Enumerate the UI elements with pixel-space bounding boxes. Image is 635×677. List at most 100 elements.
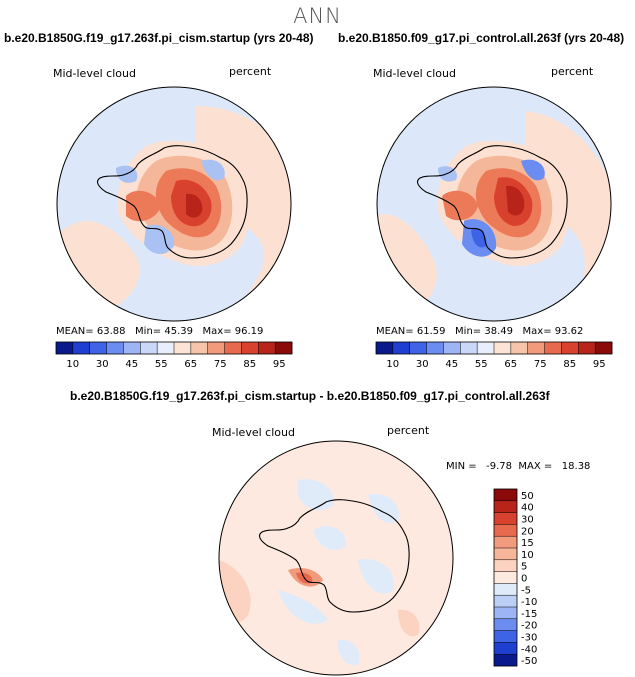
colorbar-diff-swatch (494, 559, 517, 572)
colorbar-diff-swatch (494, 618, 517, 631)
colorbar-right-swatch (409, 342, 427, 354)
panel-left-max-value: 96.19 (234, 326, 264, 337)
panel-right-max-value: 93.62 (554, 326, 584, 337)
colorbar-diff-tick-label: -40 (521, 644, 537, 655)
map-left (56, 86, 292, 322)
colorbar-left-tick-label: 30 (96, 359, 109, 370)
colorbar-diff-swatch (494, 524, 517, 537)
colorbar-left-swatch (56, 342, 74, 354)
colorbar-diff-tick-label: 15 (521, 538, 534, 549)
colorbar-diff-swatch (494, 583, 517, 596)
panel-right-variable-label: Mid-level cloud (373, 67, 456, 80)
colorbar-diff-swatch (494, 489, 517, 502)
colorbar-diff-swatch (494, 548, 517, 561)
colorbar-diff-swatch (494, 630, 517, 643)
colorbar-diff-swatch (494, 571, 517, 584)
colorbar-right-swatch (477, 342, 495, 354)
colorbar-left-swatch (174, 342, 192, 354)
panel-right-mean-label: MEAN= (376, 326, 414, 337)
colorbar-left-tick-label: 65 (184, 359, 197, 370)
colorbar-left-swatch (258, 342, 276, 354)
colorbar-left-swatch (224, 342, 242, 354)
colorbar-right-swatch (426, 342, 444, 354)
colorbar-left-swatch (123, 342, 141, 354)
colorbar-left-tick-label: 75 (214, 359, 227, 370)
map-right (376, 86, 612, 322)
colorbar-diff-swatch (494, 500, 517, 513)
colorbar-right-tick-label: 95 (593, 359, 606, 370)
colorbar-right-swatch (544, 342, 562, 354)
colorbar-right-swatch (527, 342, 545, 354)
colorbar-diff-tick-label: -30 (521, 633, 537, 644)
colorbar-right-swatch (561, 342, 579, 354)
colorbar-diff-tick-label: -10 (521, 597, 537, 608)
colorbar-left-swatch (207, 342, 225, 354)
colorbar-right-swatch (578, 342, 596, 354)
panel-right-min-value: 38.49 (484, 326, 513, 337)
colorbar-diff-tick-label: 40 (521, 503, 534, 514)
colorbar-right-swatch (494, 342, 512, 354)
colorbar-left-tick-label: 45 (125, 359, 138, 370)
colorbar-right-tick-label: 75 (534, 359, 547, 370)
panel-right-mean-value: 61.59 (416, 326, 446, 337)
colorbar-diff-tick-label: -50 (521, 656, 537, 667)
colorbar-diff-swatch (494, 642, 517, 655)
diff-title: b.e20.B1850G.f19_g17.263f.pi_cism.startu… (70, 389, 550, 403)
colorbar-right-swatch (510, 342, 529, 354)
season-title: ANN (293, 4, 342, 28)
colorbar-right-swatch (595, 342, 613, 354)
colorbar-right-tick-label: 10 (386, 359, 399, 370)
panel-left-min-label: Min= (135, 326, 162, 337)
colorbar-left-swatch (140, 342, 158, 354)
panel-left-case-title: b.e20.B1850G.f19_g17.263f.pi_cism.startu… (4, 31, 314, 45)
colorbar-diff-tick-label: 10 (521, 550, 534, 561)
map-right-field (377, 87, 611, 321)
diff-units-label: percent (387, 424, 430, 437)
colorbar-diff-tick-label: 5 (521, 562, 527, 573)
colorbar-right-swatch (392, 342, 411, 354)
colorbar-diff-tick-label: 0 (521, 574, 527, 585)
colorbar-left-swatch (89, 342, 107, 354)
colorbar-right: 10 30 45 55 65 75 85 95 (375, 341, 613, 370)
colorbar-diff-swatch (494, 512, 517, 525)
colorbar-left-swatch (241, 342, 259, 354)
panel-left-units-label: percent (229, 65, 272, 78)
colorbar-right-tick-label: 65 (504, 359, 517, 370)
panel-right-case-title: b.e20.B1850.f09_g17.pi_control.all.263f … (338, 31, 625, 45)
colorbar-right-tick-label: 30 (416, 359, 429, 370)
map-left-field (57, 87, 291, 321)
diff-stats: MIN = -9.78 MAX = 18.38 (446, 461, 591, 472)
colorbar-left-tick-label: 10 (66, 359, 79, 370)
panel-right-min-label: Min= (455, 326, 482, 337)
diff-variable-label: Mid-level cloud (212, 426, 295, 439)
colorbar-diff-swatch (494, 654, 517, 667)
colorbar-diff-tick-label: -5 (521, 585, 531, 596)
colorbar-diff-tick-label: -20 (521, 621, 537, 632)
colorbar-right-tick-label: 55 (475, 359, 488, 370)
colorbar-left-swatch (190, 342, 209, 354)
colorbar-right-tick-label: 85 (563, 359, 576, 370)
map-diff (218, 440, 454, 676)
panel-right-units-label: percent (551, 65, 594, 78)
colorbar-right-swatch (376, 342, 394, 354)
colorbar-left-swatch (157, 342, 175, 354)
colorbar-left-tick-label: 95 (273, 359, 286, 370)
colorbar-left-swatch (106, 342, 124, 354)
colorbar-diff-swatch (494, 607, 517, 620)
colorbar-left-tick-label: 55 (155, 359, 168, 370)
colorbar-diff-tick-label: 20 (521, 526, 534, 537)
colorbar-right-swatch (443, 342, 461, 354)
colorbar-diff-tick-label: 30 (521, 515, 534, 526)
colorbar-left-swatch (275, 342, 293, 354)
colorbar-left-tick-label: 85 (243, 359, 256, 370)
panel-left-variable-label: Mid-level cloud (53, 67, 136, 80)
colorbar-diff-swatch (494, 536, 517, 549)
colorbar-diff-tick-label: 50 (521, 491, 534, 502)
colorbar-right-tick-label: 45 (445, 359, 458, 370)
colorbar-right-swatch (460, 342, 478, 354)
panel-left-mean-label: MEAN= (56, 326, 94, 337)
panel-right-max-label: Max= (522, 326, 552, 337)
colorbar-diff-tick-label: -15 (521, 609, 537, 620)
panel-right-stats: MEAN= 61.59 Min= 38.49 Max= 93.62 (376, 326, 583, 337)
